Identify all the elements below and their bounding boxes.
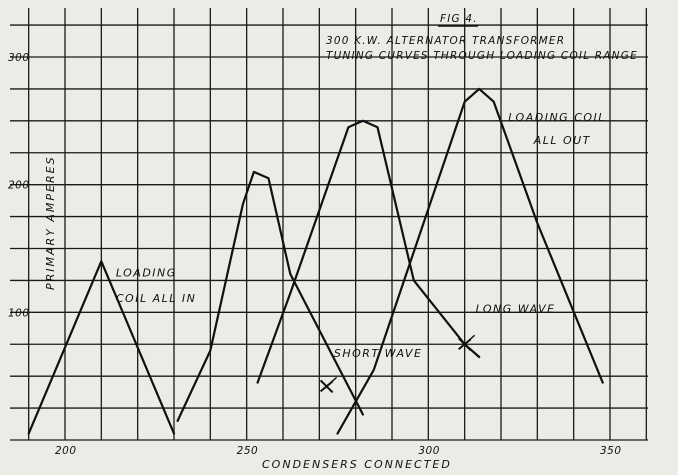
y-tick-label: 200 bbox=[8, 180, 30, 192]
curve-marker bbox=[457, 334, 476, 351]
annotation-label: COIL ALL IN bbox=[116, 292, 196, 305]
x-axis-label: CONDENSERS CONNECTED bbox=[262, 458, 452, 471]
curve-marker-pointer bbox=[464, 334, 476, 345]
annotation-label: LOADING COIL bbox=[508, 111, 606, 124]
curve-marker bbox=[319, 376, 338, 394]
x-tick-label: 350 bbox=[600, 445, 622, 457]
x-tick-label: 300 bbox=[418, 445, 440, 457]
x-tick-label: 200 bbox=[55, 445, 77, 457]
y-tick-label: 300 bbox=[8, 52, 30, 64]
series-line-4 bbox=[336, 87, 604, 435]
series-line-2 bbox=[176, 170, 364, 422]
figure-label: FIG 4. bbox=[440, 13, 478, 25]
annotations: LOADING COIL ALL IN SHORT WAVE LONG WAVE LOA… bbox=[116, 111, 606, 360]
series-line-3 bbox=[256, 119, 481, 384]
grid bbox=[10, 8, 648, 441]
annotation-label: ALL OUT bbox=[533, 134, 591, 147]
marks-layer bbox=[319, 334, 476, 394]
tick-labels: 200 250 300 350 100 200 300 bbox=[8, 52, 622, 457]
chart-title-line1: 300 K.W. ALTERNATOR TRANSFORMER bbox=[326, 35, 565, 47]
annotation-label: SHORT WAVE bbox=[334, 347, 423, 360]
annotation-label: LOADING bbox=[116, 267, 177, 280]
y-axis-label: PRIMARY AMPERES bbox=[44, 155, 57, 290]
curve-marker-pointer bbox=[326, 376, 338, 387]
x-tick-label: 250 bbox=[237, 445, 259, 457]
annotation-label: LONG WAVE bbox=[476, 302, 556, 315]
chart-title-line2: TUNING CURVES THROUGH LOADING COIL RANGE bbox=[326, 50, 638, 62]
series-line-1 bbox=[27, 260, 176, 435]
curves-layer bbox=[27, 87, 604, 435]
y-tick-label: 100 bbox=[8, 307, 30, 319]
